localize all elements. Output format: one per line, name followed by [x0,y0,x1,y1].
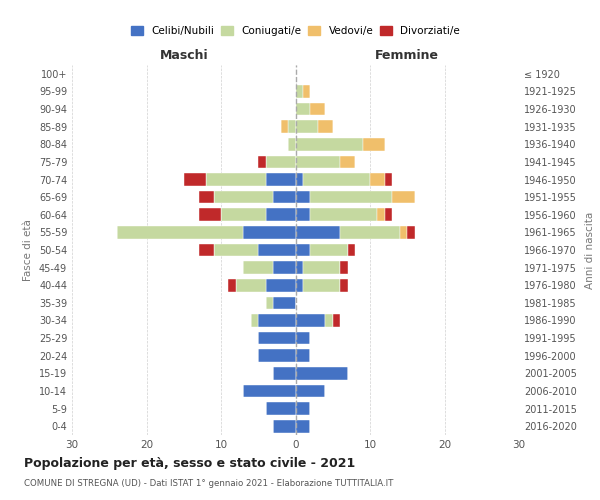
Bar [266,208,296,221]
Bar [273,296,296,309]
Bar [199,208,221,221]
Bar [258,332,296,344]
Bar [273,420,296,432]
Bar [236,279,266,291]
Bar [296,120,318,133]
Bar [296,208,310,221]
Bar [340,156,355,168]
Bar [296,332,310,344]
Text: Femmine: Femmine [375,50,439,62]
Bar [377,208,385,221]
Bar [362,138,385,150]
Bar [244,384,296,398]
Bar [296,191,310,203]
Bar [303,173,370,186]
Bar [303,262,340,274]
Bar [310,102,325,116]
Y-axis label: Fasce di età: Fasce di età [23,219,33,281]
Bar [266,402,296,415]
Bar [296,138,362,150]
Bar [325,314,333,327]
Bar [296,262,303,274]
Bar [273,262,296,274]
Bar [116,226,244,238]
Bar [258,314,296,327]
Bar [266,173,296,186]
Bar [288,138,296,150]
Text: COMUNE DI STREGNA (UD) - Dati ISTAT 1° gennaio 2021 - Elaborazione TUTTITALIA.IT: COMUNE DI STREGNA (UD) - Dati ISTAT 1° g… [24,479,394,488]
Bar [407,226,415,238]
Bar [296,156,340,168]
Bar [244,226,296,238]
Bar [296,367,347,380]
Bar [214,191,273,203]
Bar [266,296,273,309]
Bar [296,279,303,291]
Bar [258,350,296,362]
Bar [199,191,214,203]
Bar [303,85,310,98]
Bar [296,244,310,256]
Bar [221,208,266,221]
Bar [184,173,206,186]
Bar [296,85,303,98]
Text: Maschi: Maschi [160,50,208,62]
Bar [214,244,258,256]
Bar [318,120,333,133]
Bar [310,191,392,203]
Bar [303,279,340,291]
Bar [296,350,310,362]
Bar [333,314,340,327]
Bar [296,173,303,186]
Bar [273,367,296,380]
Bar [296,384,325,398]
Legend: Celibi/Nubili, Coniugati/e, Vedovi/e, Divorziati/e: Celibi/Nubili, Coniugati/e, Vedovi/e, Di… [127,22,464,40]
Bar [258,156,266,168]
Bar [244,262,273,274]
Bar [296,420,310,432]
Bar [310,244,347,256]
Bar [273,191,296,203]
Bar [296,102,310,116]
Bar [400,226,407,238]
Y-axis label: Anni di nascita: Anni di nascita [585,212,595,288]
Text: Popolazione per età, sesso e stato civile - 2021: Popolazione per età, sesso e stato civil… [24,458,355,470]
Bar [385,173,392,186]
Bar [251,314,258,327]
Bar [370,173,385,186]
Bar [288,120,296,133]
Bar [281,120,288,133]
Bar [206,173,266,186]
Bar [340,226,400,238]
Bar [266,156,296,168]
Bar [258,244,296,256]
Bar [296,314,325,327]
Bar [296,402,310,415]
Bar [229,279,236,291]
Bar [310,208,377,221]
Bar [347,244,355,256]
Bar [296,226,340,238]
Bar [199,244,214,256]
Bar [340,262,347,274]
Bar [385,208,392,221]
Bar [340,279,347,291]
Bar [392,191,415,203]
Bar [266,279,296,291]
